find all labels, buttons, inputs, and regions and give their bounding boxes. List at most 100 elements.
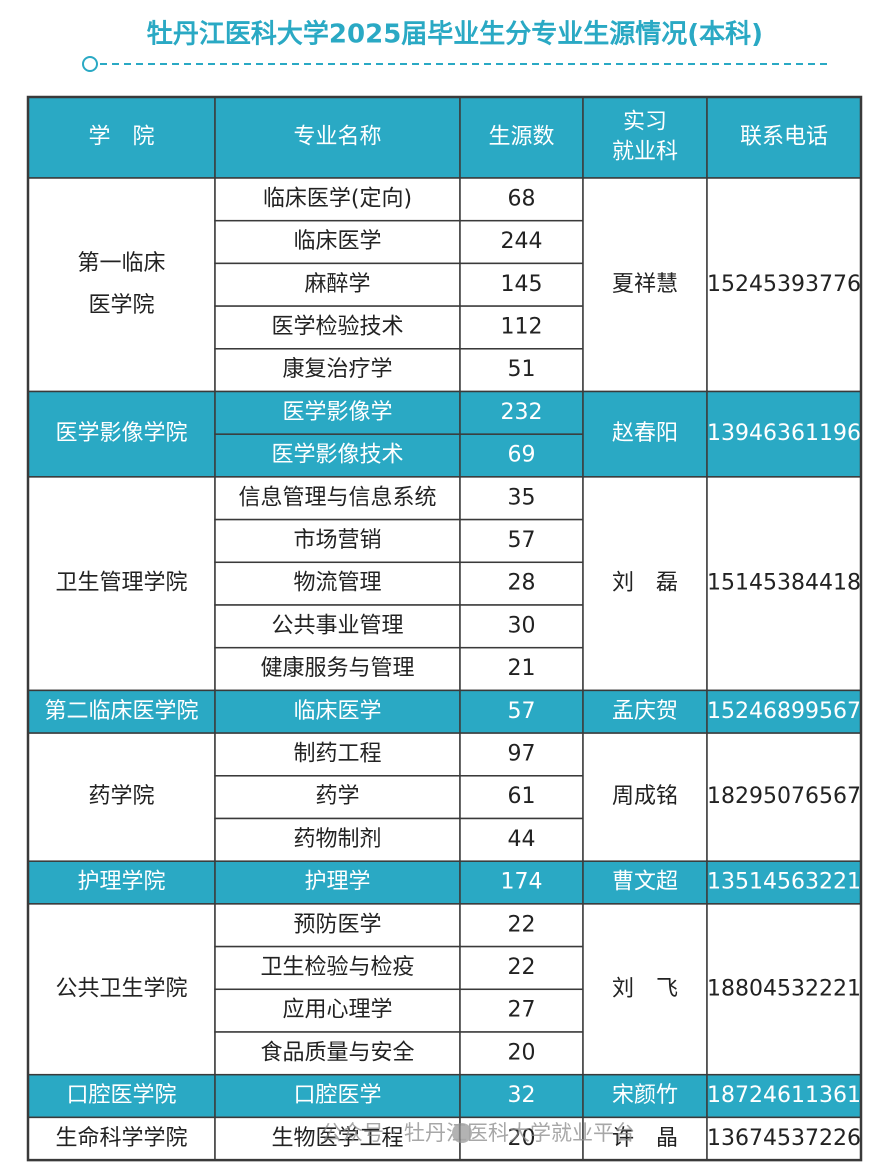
student-count: 57 <box>508 699 536 724</box>
college-name: 卫生管理学院 <box>55 571 187 596</box>
major-cell <box>214 817 461 862</box>
contact-name: 孟庆贺 <box>612 699 678 724</box>
major-name: 药学 <box>315 784 359 809</box>
contact-name: 周成铭 <box>612 784 678 809</box>
major-name: 护理学 <box>304 870 370 895</box>
college-name: 公共卫生学院 <box>55 976 187 1001</box>
phone-number: 13514563221 <box>707 870 861 895</box>
contact-cell <box>582 732 708 862</box>
major-cell <box>214 518 461 564</box>
college-name: 第二临床医学院 <box>44 699 198 724</box>
phone-cell <box>706 1073 862 1119</box>
header-text: 专业名称 <box>293 125 381 150</box>
count-cell <box>459 860 584 905</box>
count-cell <box>459 348 584 393</box>
major-name: 物流管理 <box>293 571 381 596</box>
student-count: 61 <box>508 784 536 809</box>
table-border <box>26 95 863 1162</box>
count-cell <box>459 1116 584 1161</box>
contact-name: 宋颜竹 <box>612 1083 678 1108</box>
watermark-icon <box>452 1123 472 1143</box>
student-count: 57 <box>508 528 536 553</box>
college-name: 医学院 <box>88 293 154 318</box>
student-count: 97 <box>508 741 536 766</box>
header-text: 生源数 <box>488 125 554 150</box>
count-cell <box>459 988 584 1033</box>
phone-cell <box>706 177 862 393</box>
major-name: 卫生检验与检疫 <box>260 955 414 980</box>
header-text: 就业科 <box>612 140 678 165</box>
phone-cell <box>706 1116 862 1161</box>
major-name: 药物制剂 <box>293 827 381 852</box>
title: 牡丹江医科大学2025届毕业生分专业生源情况(本科) <box>147 19 763 50</box>
phone-number: 13946361196 <box>707 421 861 446</box>
college-name: 医学影像学院 <box>55 421 187 446</box>
major-cell <box>214 732 461 777</box>
major-name: 食品质量与安全 <box>260 1040 414 1065</box>
major-name: 医学检验技术 <box>271 314 403 339</box>
college-name: 生命科学学院 <box>55 1126 187 1151</box>
major-name: 公共事业管理 <box>271 613 403 638</box>
student-count: 35 <box>508 485 536 510</box>
student-count: 20 <box>508 1040 536 1065</box>
phone-number: 15245393776 <box>707 272 861 297</box>
student-count: 28 <box>508 571 536 596</box>
watermark: 公众号 · 牡丹江医科大学就业平台 <box>321 1121 635 1145</box>
major-name: 医学影像学 <box>282 400 392 425</box>
college-cell <box>27 177 216 393</box>
major-name: 临床医学 <box>293 229 381 254</box>
college-name: 口腔医学院 <box>66 1083 176 1108</box>
header-cell <box>459 96 584 179</box>
major-name: 预防医学 <box>293 912 381 937</box>
major-name: 康复治疗学 <box>282 357 392 382</box>
student-count: 44 <box>508 827 536 852</box>
major-name: 健康服务与管理 <box>260 656 414 681</box>
major-name: 应用心理学 <box>282 998 392 1023</box>
student-count: 112 <box>501 314 543 339</box>
student-count: 22 <box>508 912 536 937</box>
major-name: 临床医学 <box>293 699 381 724</box>
student-count: 30 <box>508 613 536 638</box>
count-cell <box>459 775 584 820</box>
major-name: 生物医学工程 <box>271 1126 403 1151</box>
header-text: 联系电话 <box>740 125 828 150</box>
header-text: 实习 <box>623 110 667 135</box>
college-name: 护理学院 <box>77 870 165 895</box>
phone-number: 18295076567 <box>707 784 861 809</box>
major-cell <box>214 219 461 265</box>
contact-name: 刘 飞 <box>612 976 678 1001</box>
phone-cell <box>706 390 862 478</box>
contact-name: 刘 磊 <box>612 571 678 596</box>
major-cell <box>214 561 461 606</box>
count-cell <box>459 817 584 862</box>
college-cell <box>27 476 216 692</box>
student-count: 22 <box>508 955 536 980</box>
contact-name: 夏祥慧 <box>612 272 678 297</box>
student-count: 68 <box>508 186 536 211</box>
college-cell <box>27 860 216 905</box>
count-cell <box>459 219 584 265</box>
student-count: 51 <box>508 357 536 382</box>
count-cell <box>459 732 584 777</box>
count-cell <box>459 689 584 734</box>
student-count: 244 <box>501 229 543 254</box>
major-name: 麻醉学 <box>304 272 370 297</box>
watermark-text: 公众号 · 牡丹江医科大学就业平台 <box>321 1121 635 1145</box>
contact-cell <box>582 177 708 393</box>
major-name: 制药工程 <box>293 741 381 766</box>
phone-number: 18724611361 <box>707 1083 861 1108</box>
count-cell <box>459 177 584 222</box>
count-cell <box>459 604 584 649</box>
header-cell <box>27 96 216 179</box>
major-cell <box>214 689 461 734</box>
header-cell <box>214 96 461 179</box>
phone-number: 13674537226 <box>707 1126 861 1151</box>
student-count: 145 <box>501 272 543 297</box>
major-name: 临床医学(定向) <box>263 186 412 211</box>
major-name: 医学影像技术 <box>271 443 403 468</box>
major-name: 信息管理与信息系统 <box>238 485 436 510</box>
contact-cell <box>582 689 708 734</box>
contact-name: 许 晶 <box>612 1126 678 1151</box>
